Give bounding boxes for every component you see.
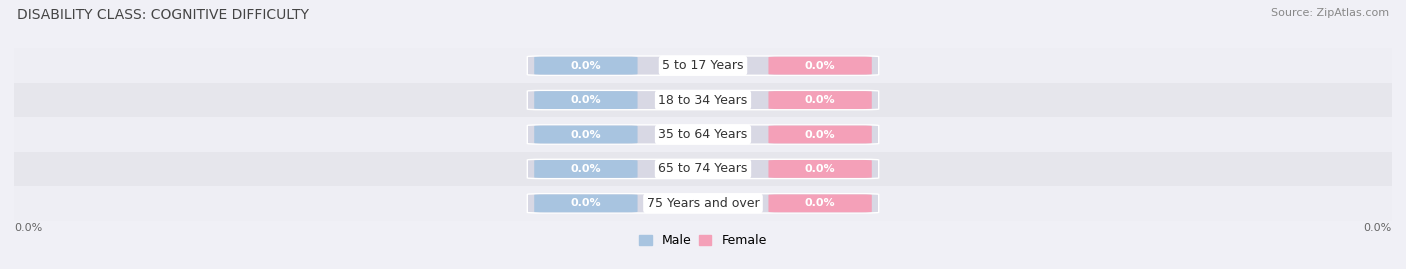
- Text: 5 to 17 Years: 5 to 17 Years: [662, 59, 744, 72]
- Text: 0.0%: 0.0%: [14, 223, 42, 233]
- Text: 0.0%: 0.0%: [571, 95, 602, 105]
- FancyBboxPatch shape: [769, 126, 872, 143]
- FancyBboxPatch shape: [534, 160, 637, 178]
- FancyBboxPatch shape: [769, 57, 872, 75]
- Text: 65 to 74 Years: 65 to 74 Years: [658, 162, 748, 175]
- Bar: [14, 117, 1392, 152]
- Text: 0.0%: 0.0%: [804, 61, 835, 71]
- Text: 0.0%: 0.0%: [571, 198, 602, 208]
- Bar: [14, 152, 1392, 186]
- FancyBboxPatch shape: [534, 57, 637, 75]
- Text: 0.0%: 0.0%: [571, 61, 602, 71]
- FancyBboxPatch shape: [769, 160, 872, 178]
- Text: Source: ZipAtlas.com: Source: ZipAtlas.com: [1271, 8, 1389, 18]
- Text: 0.0%: 0.0%: [1364, 223, 1392, 233]
- Text: 35 to 64 Years: 35 to 64 Years: [658, 128, 748, 141]
- FancyBboxPatch shape: [527, 90, 879, 110]
- Text: 0.0%: 0.0%: [804, 198, 835, 208]
- FancyBboxPatch shape: [769, 91, 872, 109]
- FancyBboxPatch shape: [534, 194, 637, 212]
- Bar: [14, 48, 1392, 83]
- Text: 0.0%: 0.0%: [804, 129, 835, 140]
- Text: 75 Years and over: 75 Years and over: [647, 197, 759, 210]
- Bar: [14, 83, 1392, 117]
- Text: 0.0%: 0.0%: [804, 95, 835, 105]
- FancyBboxPatch shape: [769, 194, 872, 212]
- FancyBboxPatch shape: [534, 126, 637, 143]
- FancyBboxPatch shape: [527, 125, 879, 144]
- FancyBboxPatch shape: [534, 91, 637, 109]
- Legend: Male, Female: Male, Female: [634, 229, 772, 252]
- Text: DISABILITY CLASS: COGNITIVE DIFFICULTY: DISABILITY CLASS: COGNITIVE DIFFICULTY: [17, 8, 309, 22]
- FancyBboxPatch shape: [527, 159, 879, 179]
- FancyBboxPatch shape: [527, 194, 879, 213]
- Text: 0.0%: 0.0%: [804, 164, 835, 174]
- FancyBboxPatch shape: [527, 56, 879, 75]
- Text: 18 to 34 Years: 18 to 34 Years: [658, 94, 748, 107]
- Text: 0.0%: 0.0%: [571, 164, 602, 174]
- Bar: [14, 186, 1392, 221]
- Text: 0.0%: 0.0%: [571, 129, 602, 140]
